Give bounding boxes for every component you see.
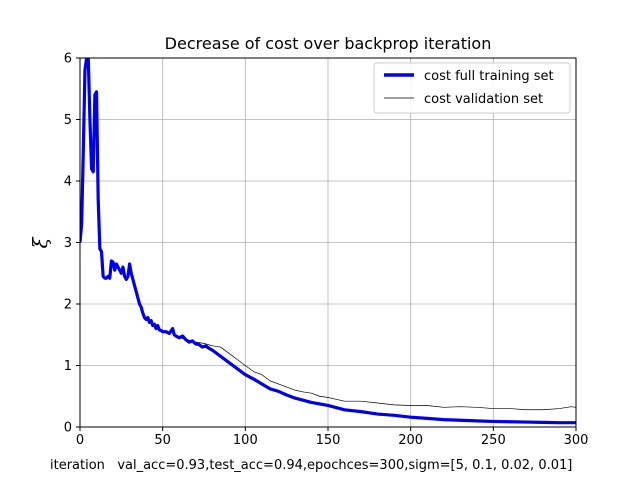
y-tick-label: 2 bbox=[64, 298, 72, 313]
legend-label-validation: cost validation set bbox=[424, 92, 543, 107]
y-tick-label: 1 bbox=[64, 359, 72, 374]
y-tick-label: 5 bbox=[64, 113, 72, 128]
x-axis-label: iteration val_acc=0.93,test_acc=0.94,epo… bbox=[50, 458, 572, 473]
axis-ticks: 0 50 100 150 200 250 300 0 1 2 3 4 5 6 bbox=[64, 52, 589, 449]
series-lines bbox=[80, 58, 576, 425]
x-tick-label: 0 bbox=[76, 433, 84, 448]
y-tick-label: 6 bbox=[64, 52, 72, 67]
x-tick-label: 250 bbox=[481, 433, 506, 448]
legend-box bbox=[373, 62, 571, 114]
y-axis-label: ξ bbox=[28, 237, 52, 249]
series-line-validation bbox=[179, 337, 576, 411]
series-line-training bbox=[80, 58, 576, 425]
x-tick-label: 150 bbox=[316, 433, 341, 448]
x-tick-label: 300 bbox=[564, 433, 589, 448]
legend-label-training: cost full training set bbox=[424, 69, 554, 84]
y-tick-label: 0 bbox=[64, 421, 72, 436]
x-tick-label: 200 bbox=[398, 433, 423, 448]
x-tick-label: 50 bbox=[154, 433, 171, 448]
y-tick-label: 3 bbox=[64, 236, 72, 251]
chart-title: Decrease of cost over backprop iteration bbox=[165, 34, 492, 53]
y-tick-label: 4 bbox=[64, 175, 72, 190]
legend: cost full training set cost validation s… bbox=[373, 62, 571, 114]
x-tick-label: 100 bbox=[233, 433, 258, 448]
